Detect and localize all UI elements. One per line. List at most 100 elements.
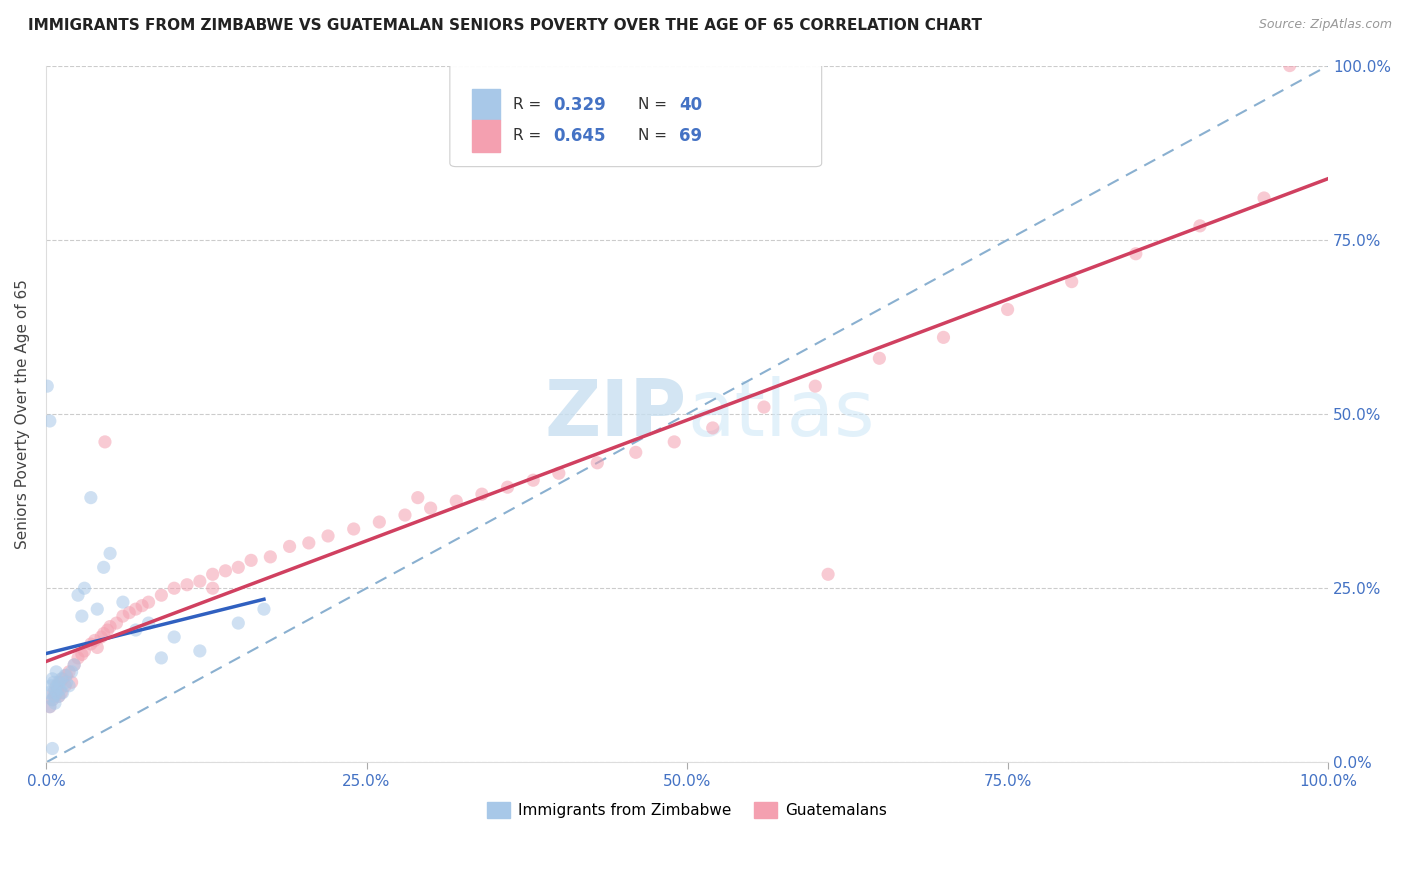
Point [496, 480, 519, 494]
Point [1278, 59, 1301, 73]
Point [53, 679, 76, 693]
Point [42, 690, 65, 704]
Point [98, 619, 121, 633]
Point [150, 651, 173, 665]
Point [188, 644, 211, 658]
Point [42, 686, 65, 700]
Point [817, 567, 839, 582]
Point [63, 657, 86, 672]
Text: ZIP: ZIP [544, 376, 688, 452]
Point [45, 679, 67, 693]
Point [73, 644, 96, 658]
Point [138, 616, 160, 631]
Point [48, 675, 70, 690]
Bar [471, 89, 501, 120]
Point [44, 690, 66, 704]
Point [42, 675, 65, 690]
Point [41, 692, 63, 706]
Point [86, 602, 108, 616]
Point [188, 574, 211, 589]
Text: N =: N = [638, 97, 672, 112]
Text: 69: 69 [679, 127, 703, 145]
FancyBboxPatch shape [450, 62, 821, 167]
Point [48, 690, 70, 704]
Point [259, 549, 281, 564]
Text: 0.329: 0.329 [554, 95, 606, 113]
Point [125, 602, 148, 616]
Bar [471, 120, 501, 152]
Point [226, 560, 249, 574]
Point [163, 581, 186, 595]
Text: R =: R = [513, 97, 546, 112]
Point [45, 665, 67, 679]
Point [1253, 191, 1275, 205]
Point [624, 445, 647, 459]
Point [94, 434, 117, 449]
Point [60, 675, 83, 690]
Point [547, 467, 569, 481]
Point [240, 553, 263, 567]
Point [214, 564, 236, 578]
Point [586, 456, 609, 470]
Point [1060, 275, 1083, 289]
Point [55, 668, 77, 682]
Point [93, 626, 115, 640]
Point [46, 682, 69, 697]
Point [298, 536, 321, 550]
Point [86, 640, 108, 655]
Point [446, 494, 468, 508]
Point [38, 686, 60, 700]
Point [997, 302, 1019, 317]
Point [804, 379, 827, 393]
Legend: Immigrants from Zimbabwe, Guatemalans: Immigrants from Zimbabwe, Guatemalans [481, 797, 893, 824]
Point [1125, 246, 1147, 260]
Point [45, 686, 67, 700]
Point [38, 414, 60, 428]
Point [70, 648, 93, 662]
Point [73, 581, 96, 595]
Point [51, 686, 73, 700]
Point [111, 609, 134, 624]
Point [316, 529, 339, 543]
Point [702, 421, 724, 435]
Point [49, 675, 72, 690]
Point [66, 651, 89, 665]
Point [55, 675, 77, 690]
Point [52, 686, 75, 700]
Point [37, 379, 59, 393]
Text: R =: R = [513, 128, 546, 144]
Point [60, 665, 83, 679]
Point [278, 540, 301, 554]
Point [471, 487, 494, 501]
Point [406, 491, 429, 505]
Point [343, 522, 366, 536]
Point [868, 351, 890, 366]
Point [90, 630, 112, 644]
Point [70, 609, 93, 624]
Point [150, 588, 173, 602]
Text: N =: N = [638, 128, 672, 144]
Point [80, 637, 103, 651]
Point [522, 473, 544, 487]
Point [66, 588, 89, 602]
Point [226, 616, 249, 631]
Text: 40: 40 [679, 95, 703, 113]
Point [41, 741, 63, 756]
Point [49, 682, 72, 697]
Point [38, 699, 60, 714]
Point [83, 633, 105, 648]
Point [394, 508, 416, 522]
Text: IMMIGRANTS FROM ZIMBABWE VS GUATEMALAN SENIORS POVERTY OVER THE AGE OF 65 CORREL: IMMIGRANTS FROM ZIMBABWE VS GUATEMALAN S… [28, 18, 983, 33]
Point [58, 679, 80, 693]
Point [125, 623, 148, 637]
Text: Source: ZipAtlas.com: Source: ZipAtlas.com [1258, 18, 1392, 31]
Point [176, 578, 198, 592]
Point [111, 595, 134, 609]
Point [1188, 219, 1211, 233]
Point [51, 672, 73, 686]
Point [46, 679, 69, 693]
Point [38, 699, 60, 714]
Point [201, 567, 224, 582]
Point [41, 672, 63, 686]
Point [93, 560, 115, 574]
